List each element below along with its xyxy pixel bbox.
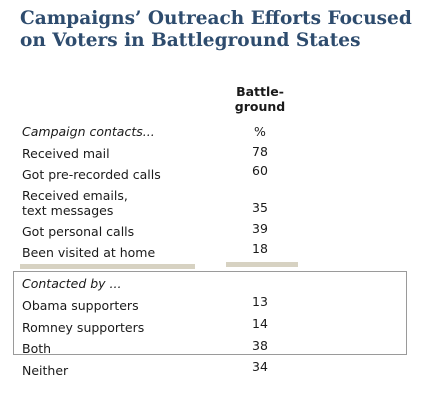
row-value: 78 — [252, 144, 268, 159]
section-heading-campaign-contacts: Campaign contacts... — [22, 124, 155, 139]
row-label: Got pre-recorded calls — [22, 167, 161, 182]
section-heading-contacted-by: Contacted by ... — [22, 276, 122, 291]
divider-bar — [20, 264, 195, 269]
contacted-by-box — [13, 271, 407, 355]
row-label: Got personal calls — [22, 224, 135, 239]
row-value: 60 — [252, 163, 268, 178]
unit-label: % — [254, 124, 266, 139]
chart-title: Campaigns’ Outreach Efforts Focused on V… — [20, 8, 412, 51]
row-value: 34 — [252, 359, 268, 374]
row-value: 14 — [252, 316, 268, 331]
row-label: Romney supporters — [22, 320, 145, 335]
row-label: Been visited at home — [22, 245, 156, 260]
row-label: Received mail — [22, 146, 110, 161]
row-value: 38 — [252, 338, 268, 353]
row-value: 13 — [252, 294, 268, 309]
divider-bar — [226, 262, 298, 267]
row-value: 18 — [252, 241, 268, 256]
row-value: 39 — [252, 221, 268, 236]
column-header-battleground: Battle- ground — [234, 84, 286, 114]
row-label: Neither — [22, 363, 69, 378]
row-label: Obama supporters — [22, 298, 139, 313]
row-value: 35 — [252, 200, 268, 215]
row-label: Both — [22, 341, 52, 356]
row-label: Received emails, text messages — [22, 188, 128, 218]
